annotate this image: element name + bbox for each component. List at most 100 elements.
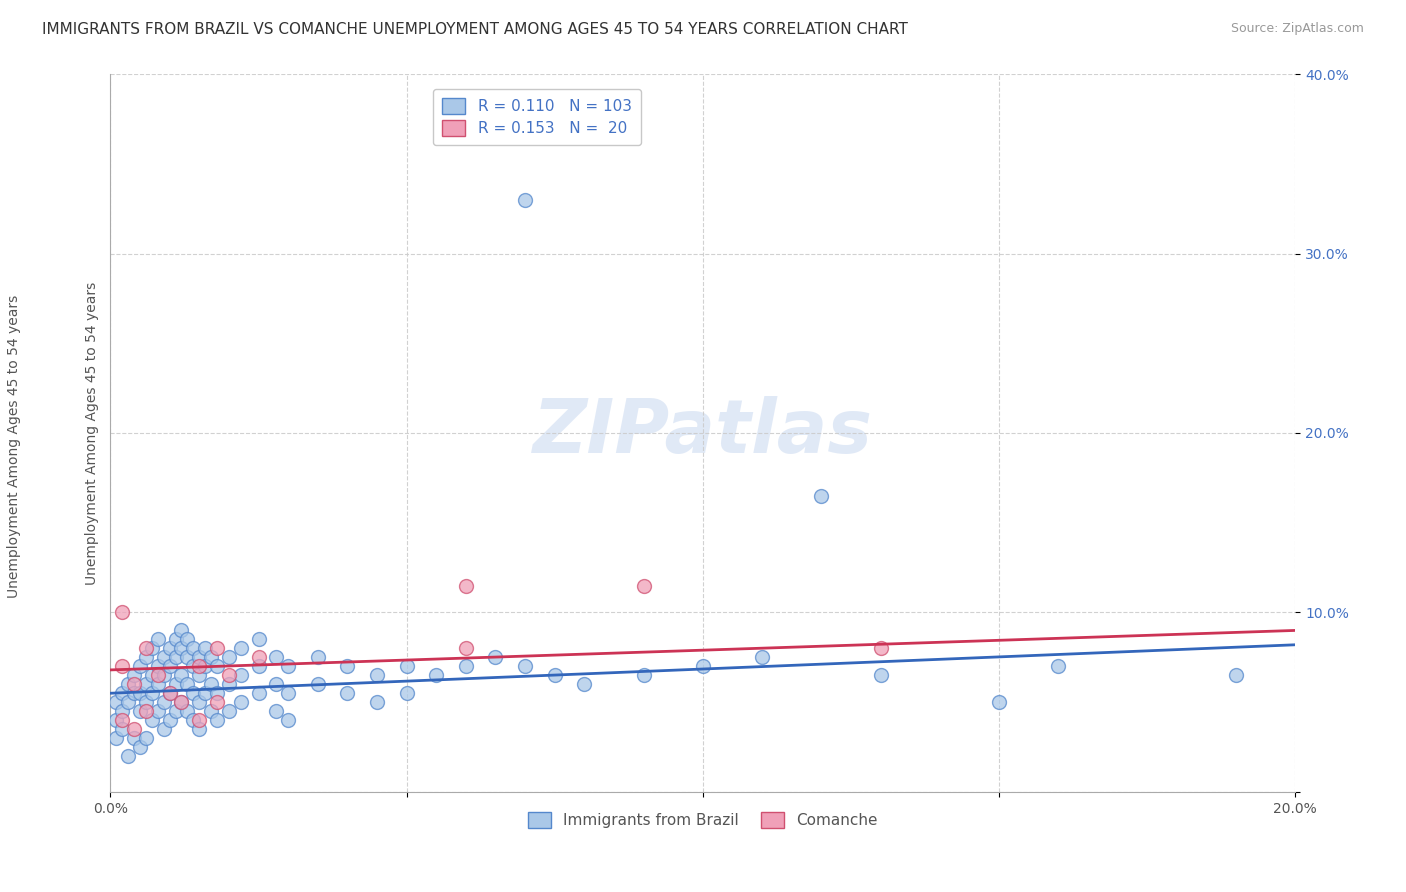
Point	[111, 606, 134, 620]
Point	[454, 578, 477, 592]
Point	[176, 650, 198, 665]
Point	[395, 659, 418, 673]
Point	[170, 695, 193, 709]
Point	[513, 659, 536, 673]
Point	[633, 668, 655, 682]
Point	[111, 659, 134, 673]
Point	[307, 677, 329, 691]
Text: Source: ZipAtlas.com: Source: ZipAtlas.com	[1230, 22, 1364, 36]
Point	[188, 722, 211, 736]
Point	[111, 713, 134, 727]
Point	[336, 686, 359, 700]
Point	[122, 731, 145, 745]
Point	[229, 668, 252, 682]
Point	[188, 659, 211, 673]
Point	[183, 713, 205, 727]
Point	[117, 677, 139, 691]
Point	[176, 677, 198, 691]
Point	[247, 686, 270, 700]
Text: IMMIGRANTS FROM BRAZIL VS COMANCHE UNEMPLOYMENT AMONG AGES 45 TO 54 YEARS CORREL: IMMIGRANTS FROM BRAZIL VS COMANCHE UNEMP…	[42, 22, 908, 37]
Point	[1225, 668, 1247, 682]
Point	[247, 650, 270, 665]
Point	[111, 686, 134, 700]
Point	[194, 641, 217, 656]
Point	[105, 713, 128, 727]
Point	[200, 704, 222, 718]
Point	[122, 722, 145, 736]
Point	[165, 704, 187, 718]
Point	[176, 704, 198, 718]
Point	[152, 650, 174, 665]
Point	[266, 704, 288, 718]
Point	[176, 632, 198, 647]
Point	[194, 686, 217, 700]
Point	[165, 677, 187, 691]
Point	[135, 731, 157, 745]
Point	[307, 650, 329, 665]
Point	[183, 641, 205, 656]
Point	[111, 722, 134, 736]
Point	[205, 659, 228, 673]
Point	[141, 641, 163, 656]
Point	[129, 704, 152, 718]
Point	[141, 713, 163, 727]
Point	[574, 677, 596, 691]
Point	[751, 650, 773, 665]
Point	[159, 686, 181, 700]
Point	[277, 659, 299, 673]
Point	[218, 668, 240, 682]
Point	[170, 624, 193, 638]
Point	[122, 677, 145, 691]
Point	[633, 578, 655, 592]
Point	[135, 695, 157, 709]
Point	[183, 686, 205, 700]
Point	[129, 659, 152, 673]
Text: Unemployment Among Ages 45 to 54 years: Unemployment Among Ages 45 to 54 years	[7, 294, 21, 598]
Point	[366, 668, 388, 682]
Point	[122, 668, 145, 682]
Point	[205, 641, 228, 656]
Point	[266, 650, 288, 665]
Point	[146, 659, 169, 673]
Point	[129, 740, 152, 755]
Point	[159, 659, 181, 673]
Point	[810, 489, 832, 503]
Point	[159, 641, 181, 656]
Point	[218, 704, 240, 718]
Point	[135, 704, 157, 718]
Point	[152, 695, 174, 709]
Point	[194, 659, 217, 673]
Point	[266, 677, 288, 691]
Point	[425, 668, 447, 682]
Point	[146, 677, 169, 691]
Point	[152, 722, 174, 736]
Point	[247, 632, 270, 647]
Point	[218, 677, 240, 691]
Point	[277, 713, 299, 727]
Point	[152, 668, 174, 682]
Point	[141, 686, 163, 700]
Point	[200, 677, 222, 691]
Point	[135, 677, 157, 691]
Point	[544, 668, 567, 682]
Point	[105, 695, 128, 709]
Point	[988, 695, 1011, 709]
Point	[869, 668, 891, 682]
Point	[135, 641, 157, 656]
Point	[129, 686, 152, 700]
Point	[165, 650, 187, 665]
Legend: Immigrants from Brazil, Comanche: Immigrants from Brazil, Comanche	[522, 806, 884, 835]
Point	[122, 686, 145, 700]
Point	[188, 650, 211, 665]
Point	[218, 650, 240, 665]
Point	[117, 749, 139, 764]
Point	[159, 686, 181, 700]
Point	[170, 668, 193, 682]
Point	[200, 650, 222, 665]
Point	[111, 704, 134, 718]
Y-axis label: Unemployment Among Ages 45 to 54 years: Unemployment Among Ages 45 to 54 years	[86, 281, 100, 584]
Point	[188, 668, 211, 682]
Point	[159, 713, 181, 727]
Point	[170, 695, 193, 709]
Point	[141, 668, 163, 682]
